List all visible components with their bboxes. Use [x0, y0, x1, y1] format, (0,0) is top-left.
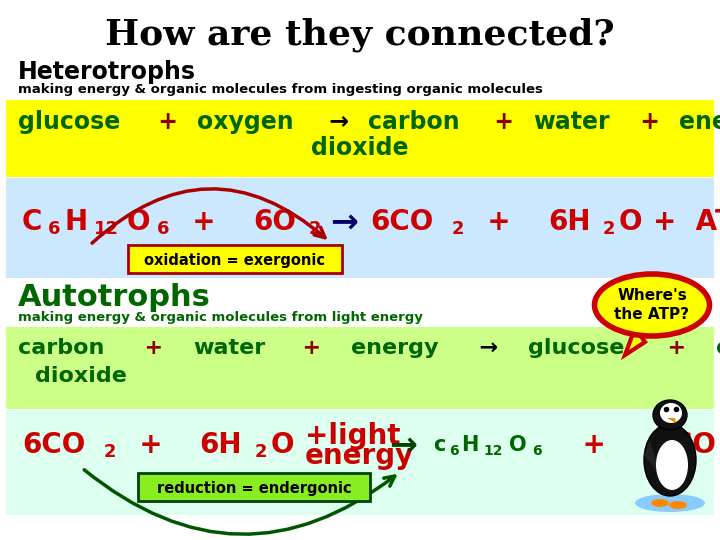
Text: 6CO: 6CO — [22, 431, 85, 459]
Text: +: + — [652, 338, 702, 358]
Text: O: O — [271, 431, 294, 459]
Text: +: + — [544, 431, 644, 459]
Text: Heterotrophs: Heterotrophs — [18, 60, 196, 84]
Text: oxygen: oxygen — [197, 110, 293, 134]
Text: →: → — [389, 429, 417, 462]
Text: O: O — [127, 208, 150, 236]
Ellipse shape — [656, 440, 688, 490]
Polygon shape — [667, 418, 676, 423]
Text: 2: 2 — [452, 220, 464, 238]
Text: 2: 2 — [254, 443, 267, 461]
Text: +: + — [130, 338, 179, 358]
Text: energy: energy — [679, 110, 720, 134]
Polygon shape — [625, 328, 645, 355]
Text: 12: 12 — [94, 220, 120, 238]
Text: C: C — [22, 208, 42, 236]
Text: +: + — [150, 110, 186, 134]
Text: 6: 6 — [531, 444, 541, 458]
FancyBboxPatch shape — [128, 245, 342, 273]
Text: carbon: carbon — [18, 338, 104, 358]
Text: water: water — [194, 338, 266, 358]
Text: 6CO: 6CO — [370, 208, 433, 236]
Text: 6H: 6H — [548, 208, 590, 236]
FancyBboxPatch shape — [6, 410, 714, 515]
FancyBboxPatch shape — [6, 178, 714, 278]
Text: reduction = endergonic: reduction = endergonic — [157, 481, 351, 496]
Text: Autotrophs: Autotrophs — [18, 284, 211, 313]
Text: water: water — [534, 110, 610, 134]
Text: dioxide: dioxide — [311, 136, 409, 160]
Text: +: + — [468, 208, 530, 236]
Text: +: + — [487, 110, 523, 134]
Text: 2: 2 — [308, 220, 320, 238]
Ellipse shape — [669, 501, 687, 509]
FancyBboxPatch shape — [138, 473, 370, 501]
Text: +: + — [632, 110, 668, 134]
FancyBboxPatch shape — [6, 100, 714, 177]
Ellipse shape — [653, 400, 687, 430]
Polygon shape — [644, 440, 660, 475]
Text: 6H: 6H — [199, 431, 242, 459]
Text: making energy & organic molecules from ingesting organic molecules: making energy & organic molecules from i… — [18, 84, 543, 97]
Text: +light: +light — [305, 422, 400, 450]
Ellipse shape — [644, 424, 696, 496]
Text: →: → — [464, 338, 513, 358]
Text: 6O: 6O — [674, 431, 716, 459]
FancyBboxPatch shape — [6, 327, 714, 409]
Ellipse shape — [635, 494, 705, 512]
Text: +: + — [287, 338, 336, 358]
Text: O: O — [509, 435, 526, 455]
Text: 6: 6 — [48, 220, 60, 238]
Ellipse shape — [651, 499, 669, 507]
Text: oxidation = exergonic: oxidation = exergonic — [145, 253, 325, 267]
Text: glucose: glucose — [528, 338, 624, 358]
Text: 2: 2 — [603, 220, 616, 238]
Text: carbon: carbon — [368, 110, 460, 134]
Text: glucose: glucose — [18, 110, 120, 134]
Text: making energy & organic molecules from light energy: making energy & organic molecules from l… — [18, 310, 423, 323]
Ellipse shape — [660, 403, 682, 423]
Text: H: H — [64, 208, 88, 236]
Text: H: H — [462, 435, 479, 455]
Text: oxygen: oxygen — [716, 338, 720, 358]
Text: +: + — [120, 431, 181, 459]
Text: dioxide: dioxide — [35, 366, 127, 386]
Ellipse shape — [595, 274, 709, 336]
Text: O: O — [619, 208, 642, 236]
Text: energy: energy — [305, 442, 414, 470]
Text: +  ATP: + ATP — [653, 208, 720, 236]
Text: c: c — [433, 435, 446, 455]
Text: 12: 12 — [484, 444, 503, 458]
Text: 2: 2 — [104, 443, 116, 461]
Text: 6O: 6O — [253, 208, 296, 236]
Text: →: → — [321, 110, 358, 134]
Text: +: + — [173, 208, 235, 236]
Text: Where's
the ATP?: Where's the ATP? — [614, 288, 690, 322]
Text: 6: 6 — [157, 220, 169, 238]
Text: →: → — [330, 206, 359, 239]
Text: energy: energy — [351, 338, 438, 358]
Text: 6: 6 — [449, 444, 459, 458]
Text: How are they connected?: How are they connected? — [105, 18, 615, 52]
